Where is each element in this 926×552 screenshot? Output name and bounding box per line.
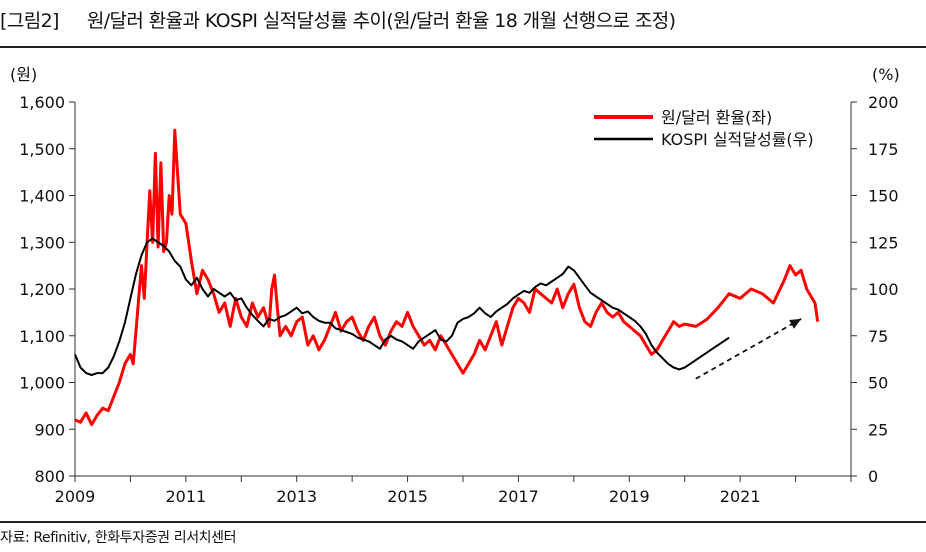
x-tick-label: 2019 <box>609 487 650 506</box>
right-tick-label: 125 <box>868 233 899 252</box>
left-tick-label: 1,100 <box>19 327 65 346</box>
x-tick-label: 2009 <box>55 487 96 506</box>
left-tick-label: 1,400 <box>19 187 65 206</box>
x-tick-label: 2015 <box>387 487 428 506</box>
left-tick-label: 1,500 <box>19 140 65 159</box>
right-tick-label: 200 <box>868 93 899 112</box>
left-axis-unit: (원) <box>10 65 37 84</box>
left-tick-label: 1,300 <box>19 233 65 252</box>
x-tick-label: 2017 <box>498 487 539 506</box>
x-tick-label: 2011 <box>165 487 206 506</box>
page-title: [그림2] 원/달러 환율과 KOSPI 실적달성률 추이(원/달러 환율 18 … <box>0 6 676 33</box>
trend-arrow-head <box>789 318 802 329</box>
chart-legend: 원/달러 환율(좌) KOSPI 실적달성률(우) <box>594 108 814 149</box>
x-tick-label: 2021 <box>720 487 761 506</box>
figure-tag: [그림2] <box>0 10 59 32</box>
kospi-achievement-line <box>74 237 730 376</box>
title-rule <box>0 46 926 48</box>
right-tick-label: 175 <box>868 140 899 159</box>
source-note: 자료: Refinitiv, 한화투자증권 리서치센터 <box>0 530 237 546</box>
legend-label-kospi: KOSPI 실적달성률(우) <box>661 130 814 149</box>
chart-series <box>74 128 820 427</box>
trend-arrow-shaft <box>695 318 802 380</box>
left-tick-label: 800 <box>34 467 65 486</box>
right-tick-label: 0 <box>868 467 878 486</box>
chart-annotations <box>695 318 802 380</box>
right-tick-label: 150 <box>868 187 899 206</box>
source-rule <box>0 521 926 523</box>
chart-axes: 800 900 1,000 1,100 1,200 1,300 1,400 1,500 1,60… <box>10 65 900 506</box>
left-tick-label: 900 <box>34 420 65 439</box>
right-tick-label: 25 <box>868 420 888 439</box>
left-tick-label: 1,200 <box>19 280 65 299</box>
right-tick-label: 50 <box>868 374 888 393</box>
figure-title: 원/달러 환율과 KOSPI 실적달성률 추이(원/달러 환율 18 개월 선행… <box>86 10 676 32</box>
right-axis-unit: (%) <box>872 65 900 84</box>
left-tick-label: 1,600 <box>19 93 65 112</box>
left-tick-label: 1,000 <box>19 374 65 393</box>
krw-usd-line <box>74 128 820 427</box>
right-tick-label: 75 <box>868 327 888 346</box>
legend-label-krw-usd: 원/달러 환율(좌) <box>661 108 772 127</box>
right-tick-label: 100 <box>868 280 899 299</box>
x-tick-label: 2013 <box>276 487 317 506</box>
